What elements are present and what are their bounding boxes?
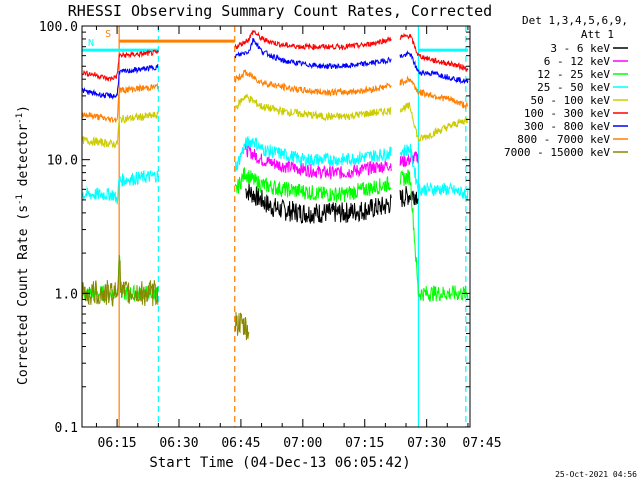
- legend-label-5: 50 - 100 keV: [531, 94, 611, 107]
- legend-header-line1: Det 1,3,4,5,6,9,: [522, 14, 628, 27]
- tick-labels: 0.1 1.0 10.0 100.0 06:15 06:30 06:45 07:00 07:15…: [39, 20, 502, 451]
- series-line-8: [81, 69, 469, 123]
- y-axis-label: Corrected Count Rate (s-1 detector-1): [15, 105, 31, 385]
- x-tick-label-2: 06:30: [159, 436, 198, 451]
- legend-label-7: 300 - 800 keV: [524, 120, 610, 133]
- y-tick-label-2: 1.0: [55, 287, 78, 302]
- series-line-7: [81, 37, 469, 100]
- x-tick-label-1: 06:15: [98, 436, 137, 451]
- y-axis-label-main: Corrected Count Rate (s: [16, 205, 31, 385]
- legend-header-line2: Att 1: [581, 28, 614, 41]
- legend-label-3: 12 - 25 keV: [537, 68, 610, 81]
- x-axis-label: Start Time (04-Dec-13 06:05:42): [149, 455, 410, 471]
- series-line-3: [81, 167, 469, 302]
- y-tick-label-1: 0.1: [55, 421, 78, 436]
- y-axis-label-tail: detector: [16, 124, 31, 195]
- series-line-4: [81, 135, 469, 205]
- plot-frame: [81, 25, 471, 428]
- x-tick-label-6: 07:30: [407, 436, 446, 451]
- y-axis-label-close: ): [16, 105, 31, 113]
- y-tick-label-3: 10.0: [47, 154, 78, 169]
- legend-label-8: 800 - 7000 keV: [517, 133, 610, 146]
- x-tick-label-5: 07:15: [345, 436, 384, 451]
- legend-label-2: 6 - 12 keV: [544, 55, 611, 68]
- legend-label-1: 3 - 6 keV: [550, 42, 610, 55]
- y-axis-label-sup2: -1: [15, 113, 25, 124]
- series-line-1: [245, 183, 419, 225]
- series-line-5: [81, 93, 468, 149]
- x-tick-label-7: 07:45: [462, 436, 501, 451]
- chart-title: RHESSI Observing Summary Count Rates, Co…: [68, 2, 492, 20]
- footer-date: 25-Oct-2021 04:56: [555, 470, 637, 479]
- series-line-6: [81, 29, 469, 82]
- y-axis-label-sup1: -1: [15, 194, 25, 205]
- legend-label-4: 25 - 50 keV: [537, 81, 610, 94]
- series-line-2: [244, 143, 419, 180]
- x-tick-label-3: 06:45: [221, 436, 260, 451]
- flag-label-n: N: [88, 38, 94, 49]
- flag-label-s: S: [105, 29, 111, 40]
- series-marks: SN: [81, 26, 469, 427]
- legend-label-6: 100 - 300 keV: [524, 107, 610, 120]
- x-tick-label-4: 07:00: [283, 436, 322, 451]
- series-line-9: [81, 254, 250, 341]
- y-tick-label-4: 100.0: [39, 20, 78, 35]
- axis-frame: [81, 25, 471, 428]
- legend-label-9: 7000 - 15000 keV: [504, 146, 610, 159]
